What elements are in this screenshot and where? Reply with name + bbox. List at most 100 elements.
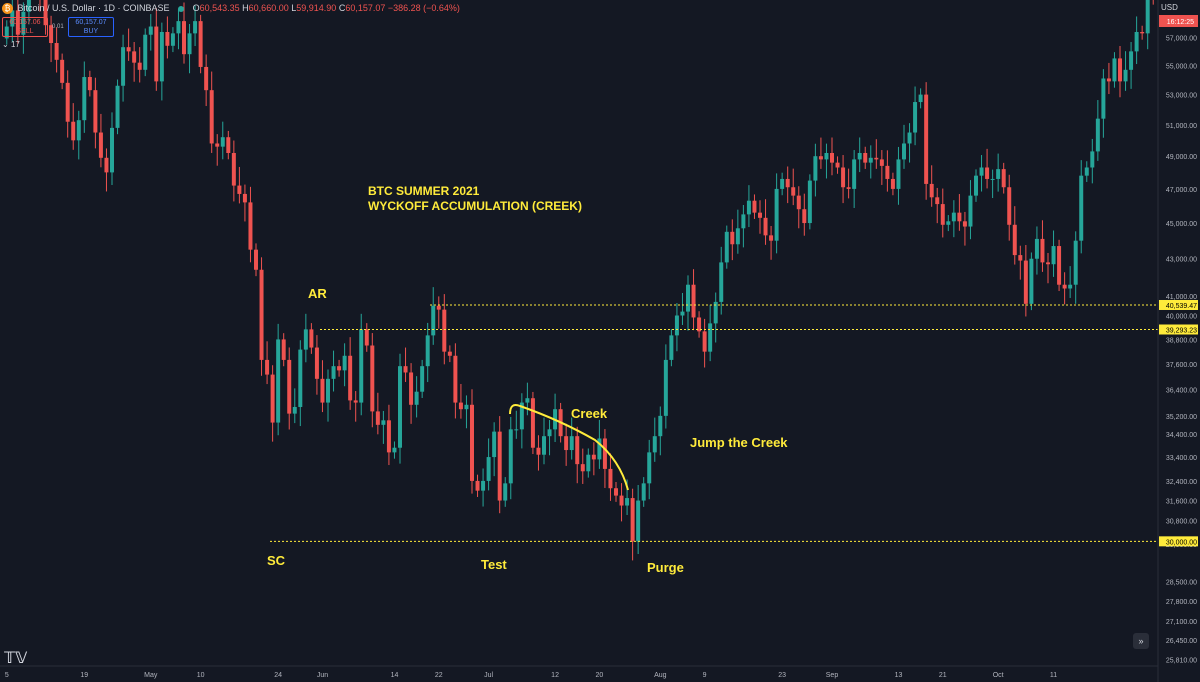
candle-body	[835, 162, 840, 168]
candle-body	[525, 398, 530, 403]
ohlc-high-label: H	[242, 3, 249, 13]
ohlc-change: −386.28 (−0.64%)	[387, 3, 460, 13]
candle-body	[1018, 255, 1023, 261]
candle-body	[1046, 262, 1050, 265]
candle-body	[126, 47, 131, 52]
time-tick-label: May	[144, 672, 158, 679]
candle-body	[309, 329, 314, 348]
candle-body	[370, 345, 375, 412]
candle-body	[935, 197, 940, 205]
symbol-header[interactable]: ₿ Bitcoin / U.S. Dollar · 1D · COINBASE …	[0, 0, 460, 16]
ohlc-open-label: O	[192, 3, 200, 13]
candle-body	[436, 305, 441, 310]
candle-body	[353, 400, 358, 403]
candle-body	[619, 495, 624, 506]
scroll-to-realtime-button[interactable]: »	[1133, 633, 1149, 649]
candle-body	[813, 156, 818, 181]
price-tags: 40,539.47 39,293.23 30,000.00 16:12:25	[1159, 15, 1198, 547]
candle-body	[503, 483, 508, 501]
candle-body	[442, 309, 447, 352]
candle-body	[281, 339, 286, 360]
candle-body	[1040, 238, 1045, 263]
candle-body	[575, 436, 580, 465]
candle-body	[625, 498, 630, 506]
candle-body	[49, 25, 54, 44]
candle-body	[43, 0, 48, 26]
time-tick-label: 12	[551, 672, 559, 679]
price-tick-label: 31,600.00	[1166, 499, 1197, 506]
candle-body	[132, 51, 137, 63]
price-tick-label: 41,000.00	[1166, 294, 1197, 301]
candle-body	[514, 429, 519, 431]
annotations-layer: BTC SUMMER 2021 WYCKOFF ACCUMULATION (CR…	[267, 184, 788, 575]
candle-body	[326, 378, 330, 403]
time-axis-panel[interactable]	[0, 666, 1200, 682]
volume-toggle[interactable]: ⌄ 17	[2, 40, 20, 49]
tradingview-logo[interactable]: 𝕋𝕍	[4, 648, 28, 667]
candle-body	[209, 90, 214, 144]
candle-body	[974, 175, 978, 196]
candle-body	[918, 94, 923, 103]
candle-body	[170, 33, 175, 46]
candle-body	[785, 178, 790, 188]
buy-button[interactable]: 60,157.07 BUY	[68, 17, 114, 37]
candle-body	[492, 431, 497, 458]
price-axis-panel[interactable]	[1158, 0, 1200, 682]
candle-body	[1062, 284, 1067, 289]
candle-body	[542, 436, 546, 455]
price-tick-label: 57,000.00	[1166, 35, 1197, 42]
candle-body	[375, 411, 380, 425]
currency-label[interactable]: USD	[1161, 3, 1178, 12]
candle-body	[159, 31, 164, 82]
sell-price: 60,157.06	[9, 19, 41, 26]
candle-body	[497, 431, 502, 501]
candle-body	[719, 262, 724, 302]
candle-body	[708, 323, 713, 352]
time-axis-labels: 5 19 May 10 24 Jun 14 22 Jul 12 20 Aug 9 23 Sep 13 21 Oct…	[5, 672, 1057, 679]
candle-body	[1079, 175, 1084, 241]
time-tick-label: 14	[391, 672, 399, 679]
candle-body	[724, 231, 729, 263]
candle-body	[896, 159, 901, 189]
symbol-title[interactable]: Bitcoin / U.S. Dollar · 1D · COINBASE	[17, 3, 170, 13]
time-tick-label: Jun	[317, 672, 328, 679]
candle-body	[985, 167, 990, 179]
candle-body	[597, 438, 602, 460]
candle-body	[342, 355, 347, 371]
price-tick-label: 51,000.00	[1166, 123, 1197, 130]
candle-body	[265, 359, 270, 375]
candle-body	[1057, 246, 1062, 285]
candle-body	[602, 438, 607, 469]
candle-body	[215, 143, 220, 147]
sell-button[interactable]: 60,157.06 SELL	[2, 17, 48, 37]
annotation-creek: Creek	[571, 406, 608, 421]
candle-body	[669, 335, 674, 360]
candle-body	[331, 366, 336, 379]
candle-body	[530, 398, 535, 448]
candle-body	[231, 153, 236, 186]
candle-body	[946, 221, 951, 225]
candle-body	[874, 157, 879, 160]
candle-body	[990, 178, 995, 180]
time-tick-label: 5	[5, 672, 9, 679]
candle-body	[292, 406, 297, 414]
candle-body	[182, 21, 186, 55]
candle-body	[564, 436, 569, 451]
ohlc-high: 60,660.00	[248, 3, 289, 13]
candle-body	[658, 415, 663, 437]
candle-body	[320, 378, 325, 403]
price-tick-label: 36,400.00	[1166, 388, 1197, 395]
candle-body	[1112, 58, 1117, 82]
price-tick-label: 45,000.00	[1166, 221, 1197, 228]
candle-body	[713, 301, 718, 324]
time-tick-label: 23	[778, 672, 786, 679]
price-tick-label: 26,450.00	[1166, 638, 1197, 645]
candle-body	[680, 311, 685, 316]
candle-body	[636, 500, 641, 542]
candle-body	[475, 480, 480, 491]
annotation-sc: SC	[267, 553, 286, 568]
candle-body	[807, 180, 812, 224]
candle-body	[979, 167, 984, 176]
price-tick-label: 40,000.00	[1166, 314, 1197, 321]
